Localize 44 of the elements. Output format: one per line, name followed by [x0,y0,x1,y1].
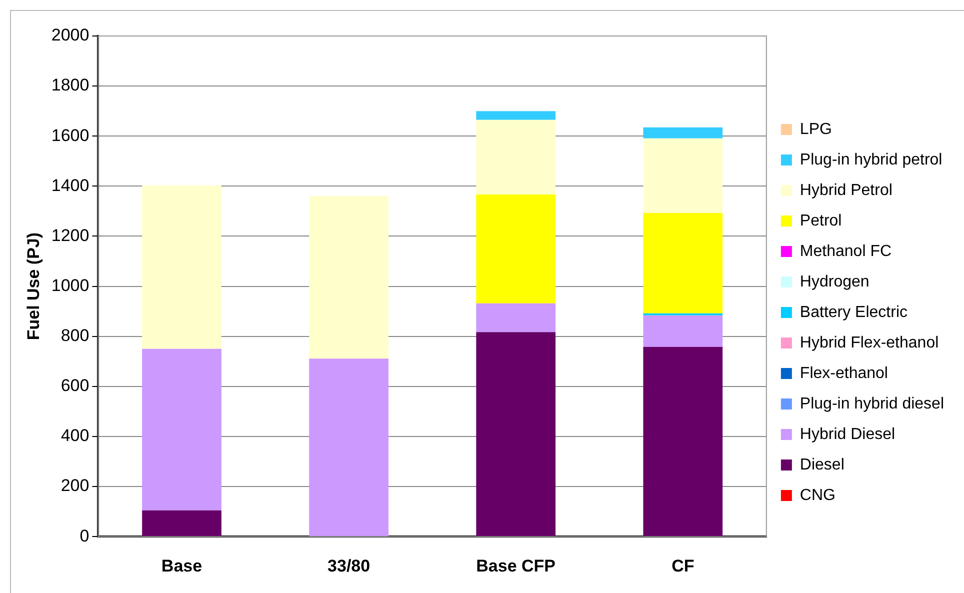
x-tick-label: 33/80 [328,556,370,576]
y-tick-label: 800 [60,326,90,346]
y-tick-label: 1200 [51,226,90,245]
bar [476,194,556,304]
y-tick-label: 400 [60,426,90,446]
legend-label: Hybrid Petrol [800,182,892,199]
bar [476,303,556,332]
bar [643,138,723,213]
y-tick-label: 0 [80,526,90,546]
y-axis-title: Fuel Use (PJ) [24,232,43,340]
bar [142,348,222,510]
bar [643,315,723,347]
x-tick-label: Base CFP [476,556,556,576]
bar [142,185,222,349]
bar [643,346,723,536]
bar [309,196,388,359]
legend-label: Hybrid Flex-ethanol [800,334,939,352]
bar [643,127,723,138]
y-tick-label: 200 [60,476,90,496]
y-tick-label: 1800 [51,76,90,95]
y-tick-label: 1600 [51,126,90,145]
legend-label: Methanol FC [800,242,892,260]
bar [643,212,723,314]
bar [142,510,222,536]
y-tick-label: 1400 [51,176,90,195]
legend-label: Battery Electric [800,304,908,321]
legend-label: Flex-ethanol [800,364,888,382]
x-tick-label: CF [672,556,694,576]
legend-label: Plug-in hybrid petrol [800,151,942,168]
y-tick-label: 600 [60,376,90,396]
bar [476,111,556,120]
x-tick-label: Base [161,556,202,576]
bar [476,120,556,194]
legend-label: Hydrogen [800,273,870,290]
legend-label: CNG [800,486,836,504]
legend-label: Plug-in hybrid diesel [800,395,944,412]
bar [309,358,388,536]
bar [476,332,556,536]
legend-label: LPG [800,120,832,138]
legend-label: Diesel [800,456,844,474]
y-tick-label: 1000 [51,276,90,295]
legend-label: Hybrid Diesel [800,426,896,443]
y-tick-label: 2000 [51,26,90,45]
legend-label: Petrol [800,212,842,230]
